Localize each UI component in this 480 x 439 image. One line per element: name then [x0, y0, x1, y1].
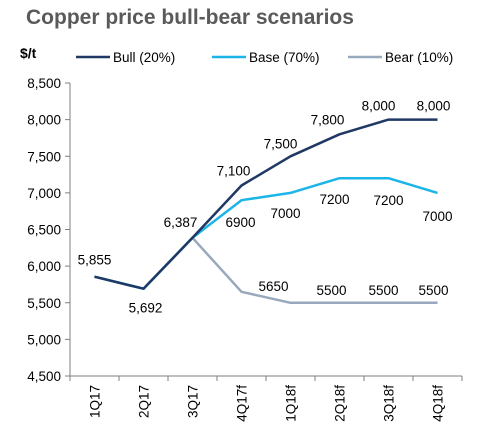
data-label: 7000	[270, 206, 300, 221]
data-label: 5,692	[129, 301, 163, 316]
series-line-bull	[94, 118, 438, 290]
y-tick-label: 8,500	[27, 76, 61, 91]
x-tick-label: 3Q18f	[382, 385, 397, 422]
legend-label-bear: Bear (10%)	[385, 50, 453, 65]
y-tick-label: 5,000	[27, 332, 61, 347]
data-label: 6900	[225, 215, 255, 230]
data-label: 5,855	[78, 253, 112, 268]
data-label: 5500	[368, 283, 398, 298]
x-tick-label: 1Q18f	[284, 385, 299, 422]
data-label: 8,000	[417, 99, 451, 114]
x-tick-label: 4Q18f	[431, 385, 446, 422]
y-tick-label: 7,000	[27, 186, 61, 201]
legend: Bull (20%) Base (70%) Bear (10%)	[76, 50, 453, 65]
data-label: 7200	[319, 192, 349, 207]
y-tick-label: 6,500	[27, 223, 61, 238]
data-label: 6,387	[164, 215, 198, 230]
legend-label-base: Base (70%)	[249, 50, 320, 65]
data-label: 8,000	[362, 99, 396, 114]
x-tick-label: 1Q17	[88, 385, 103, 418]
x-tick-label: 4Q17f	[235, 385, 250, 422]
x-tick-label: 2Q17	[137, 385, 152, 418]
data-label: 5650	[258, 279, 288, 294]
data-label: 7,500	[264, 136, 298, 151]
data-label: 5500	[418, 283, 448, 298]
y-tick-label: 7,500	[27, 149, 61, 164]
data-labels: 5,855 5,692 6,387 7,100 7,500 7,800 8,000 8,000…	[78, 99, 453, 316]
legend-label-bull: Bull (20%)	[113, 50, 175, 65]
data-label: 5500	[316, 283, 346, 298]
y-tick-label: 8,000	[27, 113, 61, 128]
y-tick-label: 4,500	[27, 369, 61, 384]
y-tick-label: 6,000	[27, 259, 61, 274]
data-label: 7,800	[311, 112, 345, 127]
series-lines	[94, 118, 438, 305]
y-tick-label: 5,500	[27, 296, 61, 311]
y-axis-label: $/t	[20, 45, 37, 61]
axes: 4,500 5,000 5,500 6,000 6,500 7,000 7,500 8,000…	[27, 76, 463, 422]
chart-title: Copper price bull-bear scenarios	[26, 6, 354, 29]
data-label: 7200	[373, 193, 403, 208]
x-tick-label: 3Q17	[186, 385, 201, 418]
data-label: 7000	[422, 209, 452, 224]
data-label: 7,100	[217, 164, 251, 179]
x-tick-label: 2Q18f	[333, 385, 348, 422]
